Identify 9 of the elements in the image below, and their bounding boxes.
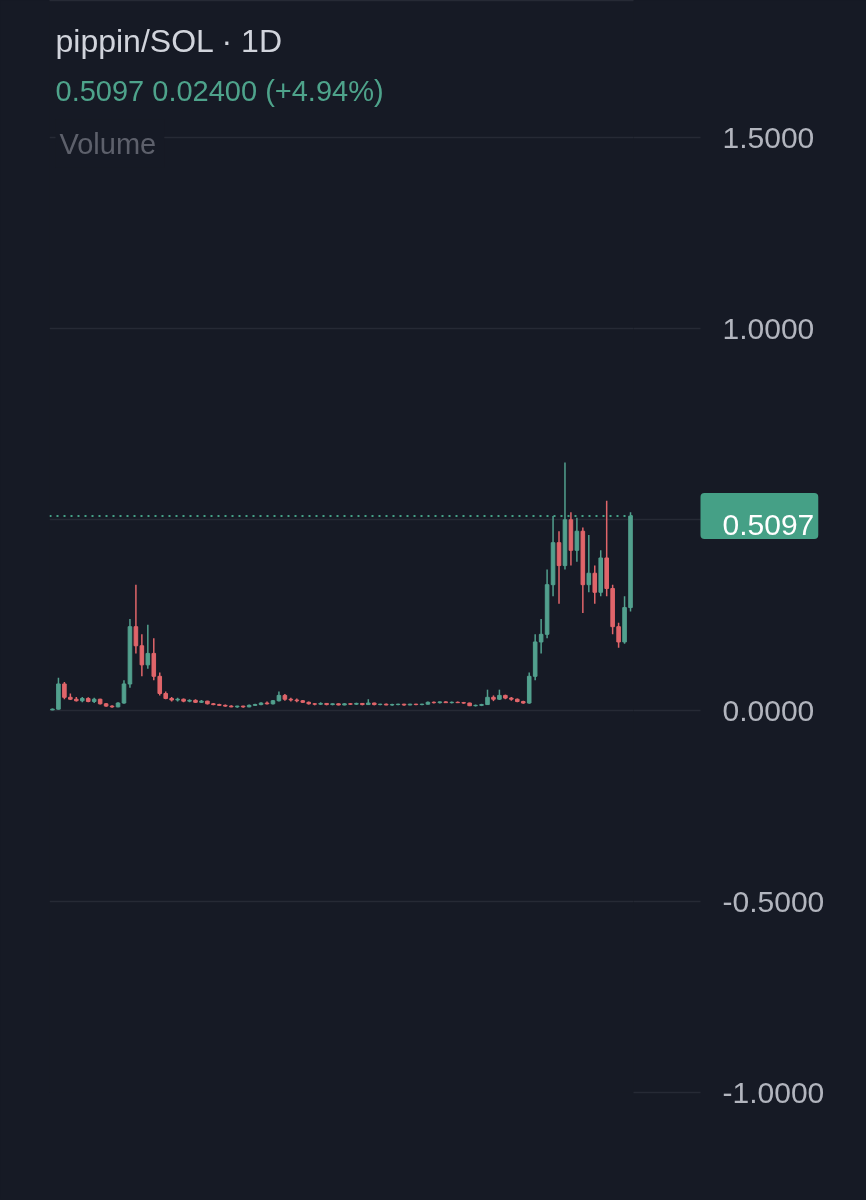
y-tick-label: 1.0000: [722, 311, 815, 345]
annotation: Volume: [59, 127, 157, 160]
y-tick-label: 0.0000: [722, 693, 815, 727]
y-tick-label: -1.0000: [722, 1075, 825, 1109]
y-tick-label: -0.5000: [722, 884, 825, 918]
text: pippin/SOL · 1D: [55, 22, 282, 59]
y-tick-label: 1.5000: [722, 120, 815, 154]
text: 0.5097 0.02400 (+4.94%): [55, 74, 384, 107]
ref-line-label: 0.5097: [722, 508, 815, 542]
